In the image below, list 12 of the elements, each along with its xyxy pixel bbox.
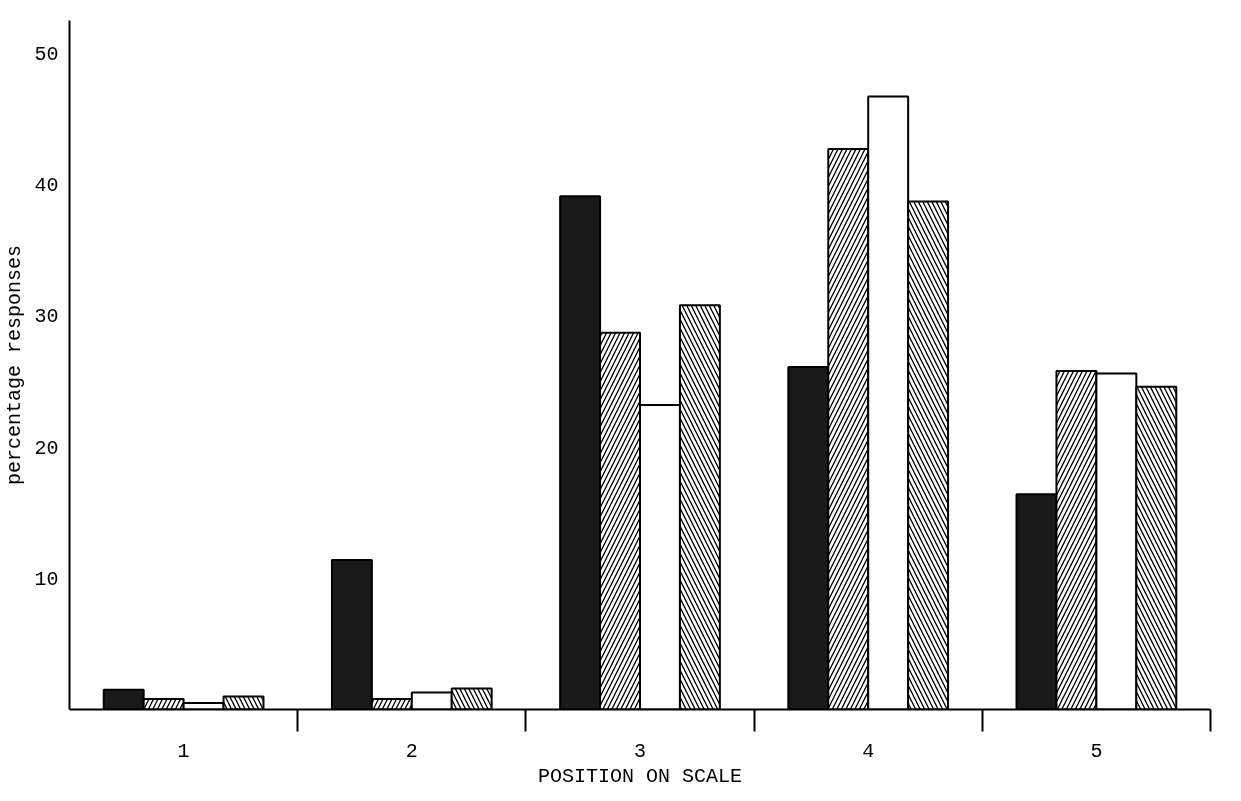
y-tick-label: 40 [34, 174, 59, 198]
y-tick-label: 10 [34, 567, 59, 591]
y-tick-label: 30 [34, 305, 59, 329]
y-tick-label: 20 [34, 436, 59, 460]
x-tick-label: 2 [405, 739, 418, 763]
x-tick-label: 4 [862, 739, 875, 763]
y-axis-title: percentage responses [3, 244, 27, 486]
x-tick-label: 1 [177, 739, 190, 763]
y-tick-label: 50 [34, 42, 59, 66]
x-axis-title: POSITION ON SCALE [537, 764, 743, 788]
x-tick-label: 5 [1090, 739, 1103, 763]
x-tick-label: 3 [634, 739, 647, 763]
